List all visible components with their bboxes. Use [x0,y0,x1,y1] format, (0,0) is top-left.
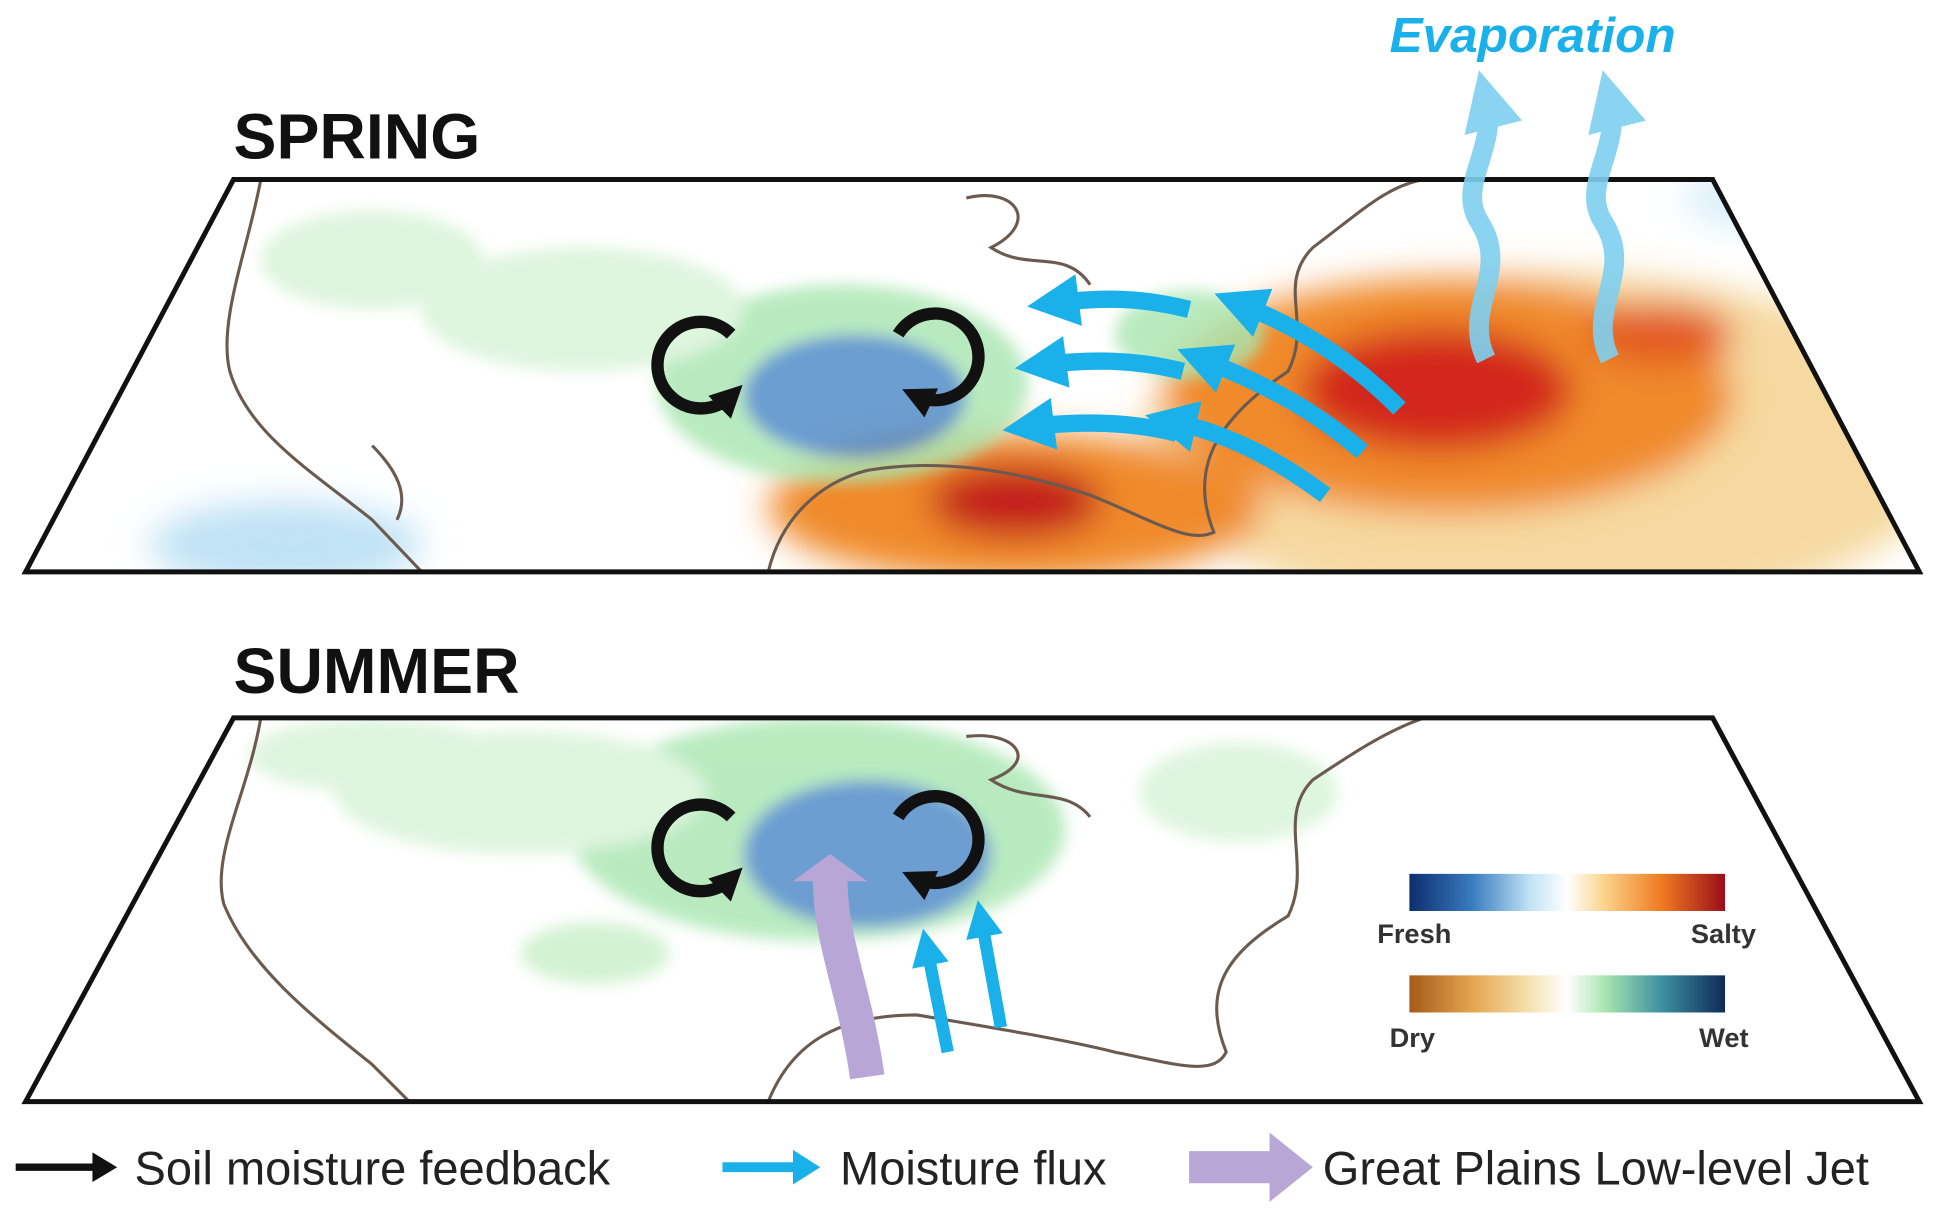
colorbar-label: Salty [1691,918,1756,949]
legend-label: Great Plains Low-level Jet [1323,1142,1869,1195]
spring-map [149,179,1920,572]
moisture-flux-arrows [912,900,1008,1054]
panel-title: SUMMER [234,635,520,707]
colorbar-label: Wet [1699,1022,1748,1053]
evaporation-arrows [1462,70,1646,364]
legend-label: Soil moisture feedback [135,1142,611,1195]
feedback-arrows [651,307,985,902]
moisture-flux-arrows [1002,274,1406,503]
colorbar-label: Fresh [1377,918,1451,949]
panel-title: SPRING [234,100,481,172]
colorbar-label: Dry [1390,1022,1435,1053]
jet-arrow [812,878,885,1080]
legend-label: Moisture flux [840,1142,1107,1195]
fresh-salty-bar [1409,873,1726,911]
legend: Soil moisture feedback Moisture flux Gre… [15,1132,1869,1202]
dry-wet-bar [1409,975,1726,1013]
evaporation-label: Evaporation [1390,8,1676,63]
